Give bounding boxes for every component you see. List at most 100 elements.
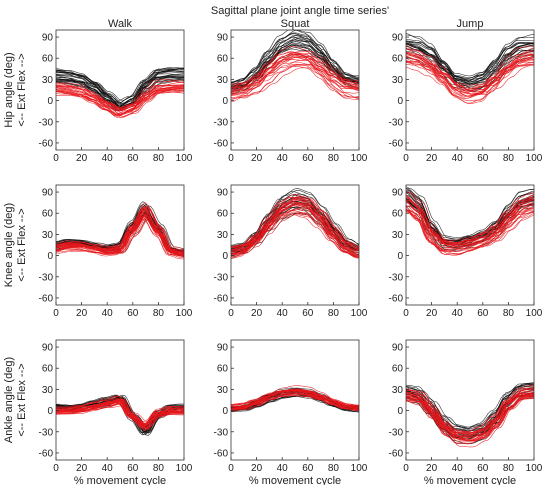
x-tick-label: 40 — [277, 308, 289, 319]
series-line-black — [230, 29, 360, 83]
series-line-red — [230, 393, 360, 411]
y-tick-label: -30 — [39, 117, 54, 128]
series-line-black — [230, 32, 360, 86]
y-tick-label: 0 — [222, 96, 228, 107]
y-tick-label: -30 — [389, 427, 404, 438]
y-axis-label: Knee angle (deg) — [3, 203, 15, 287]
panel-2-1: 90 60 30 0 -30 -60 0 20 40 60 80 100 % movement cycl… — [214, 339, 368, 485]
y-tick-label: 60 — [42, 209, 54, 220]
series-line-red — [56, 206, 185, 254]
series-line-red — [56, 400, 185, 430]
x-tick-label: 20 — [76, 153, 88, 164]
y-tick-label: 0 — [397, 406, 403, 417]
series-line-black — [405, 41, 535, 83]
y-tick-label: -60 — [389, 138, 404, 149]
y-tick-label: 30 — [42, 230, 54, 241]
y-tick-label: 30 — [217, 230, 229, 241]
y-axis-sublabel: <-- Ext Flex --> — [16, 53, 28, 126]
series-line-red — [230, 59, 360, 94]
y-tick-label: 60 — [42, 364, 54, 375]
series-line-red — [230, 65, 360, 99]
y-axis-label: Ankle angle (deg) — [3, 357, 15, 443]
x-tick-label: 60 — [127, 463, 139, 474]
panel-1-2: 90 60 30 0 -30 -60 0 20 40 60 80 100 — [389, 184, 543, 319]
x-tick-label: 100 — [351, 153, 368, 164]
y-tick-label: 30 — [217, 385, 229, 396]
column-title: Jump — [457, 18, 484, 30]
x-tick-label: 100 — [351, 308, 368, 319]
x-tick-label: 40 — [452, 463, 464, 474]
series-line-red — [405, 202, 535, 248]
y-tick-label: -60 — [214, 293, 229, 304]
x-tick-label: 40 — [102, 308, 114, 319]
axes-box — [55, 184, 185, 306]
series-line-black — [230, 44, 360, 87]
x-tick-label: 20 — [76, 463, 88, 474]
x-tick-label: 60 — [302, 308, 314, 319]
x-tick-label: 60 — [302, 153, 314, 164]
series-line-red — [230, 67, 360, 99]
y-tick-label: 60 — [217, 209, 229, 220]
axes-box — [405, 29, 535, 151]
y-tick-label: 90 — [392, 188, 404, 199]
series-line-red — [230, 197, 360, 251]
series-line-red — [230, 53, 360, 88]
x-tick-label: 20 — [251, 463, 263, 474]
x-tick-label: 20 — [251, 308, 263, 319]
axes-box — [405, 339, 535, 461]
series-line-red — [56, 405, 185, 428]
series-line-red — [230, 210, 360, 257]
series-line-red — [405, 45, 535, 90]
series-line-black — [230, 33, 360, 84]
figure-title: Sagittal plane joint angle time series' — [211, 5, 389, 17]
y-tick-label: 90 — [42, 33, 54, 44]
y-tick-label: -30 — [214, 272, 229, 283]
series-line-red — [55, 211, 185, 253]
series-line-red — [405, 48, 535, 92]
series-line-red — [405, 386, 535, 435]
series-line-red — [230, 204, 360, 256]
y-tick-label: 90 — [217, 343, 229, 354]
x-tick-label: 80 — [503, 463, 515, 474]
column-title: Squat — [281, 18, 310, 30]
y-tick-label: -30 — [214, 117, 229, 128]
y-tick-label: -30 — [389, 272, 404, 283]
series-line-red — [230, 388, 360, 407]
series-line-red — [230, 50, 360, 88]
y-tick-label: 0 — [397, 96, 403, 107]
series-line-red — [405, 62, 535, 96]
x-tick-label: 20 — [426, 463, 438, 474]
series-line-red — [55, 84, 185, 115]
series-line-black — [55, 71, 184, 107]
x-tick-label: 60 — [477, 463, 489, 474]
series-line-red — [55, 396, 185, 425]
x-tick-label: 0 — [228, 153, 234, 164]
series-line-red — [405, 194, 535, 246]
panel-1-0: 90 60 30 0 -30 -60 0 20 40 60 80 100 Knee angle (deg… — [3, 184, 193, 319]
x-tick-label: 40 — [102, 153, 114, 164]
series-line-red — [55, 211, 185, 258]
x-tick-label: 60 — [127, 308, 139, 319]
series-line-red — [55, 79, 185, 111]
x-tick-label: 60 — [302, 463, 314, 474]
panel-1-1: 90 60 30 0 -30 -60 0 20 40 60 80 100 — [214, 184, 368, 319]
x-tick-label: 100 — [176, 463, 193, 474]
y-tick-label: 60 — [42, 54, 54, 65]
y-axis-label: Hip angle (deg) — [3, 52, 15, 127]
y-tick-label: 30 — [42, 385, 54, 396]
y-tick-label: -60 — [389, 293, 404, 304]
x-tick-label: 0 — [53, 463, 59, 474]
y-tick-label: 90 — [392, 33, 404, 44]
series-line-red — [405, 53, 535, 86]
series-line-red — [405, 387, 535, 435]
panel-2-0: 90 60 30 0 -30 -60 0 20 40 60 80 100 % movement cycl… — [3, 339, 193, 485]
y-axis-sublabel: <-- Ext Flex --> — [16, 208, 28, 281]
y-tick-label: -60 — [214, 138, 229, 149]
y-tick-label: -30 — [214, 427, 229, 438]
y-tick-label: 90 — [217, 188, 229, 199]
x-tick-label: 0 — [53, 308, 59, 319]
x-tick-label: 0 — [53, 153, 59, 164]
y-tick-label: 30 — [217, 75, 229, 86]
x-axis-label: % movement cycle — [424, 475, 516, 485]
series-line-red — [230, 54, 360, 97]
